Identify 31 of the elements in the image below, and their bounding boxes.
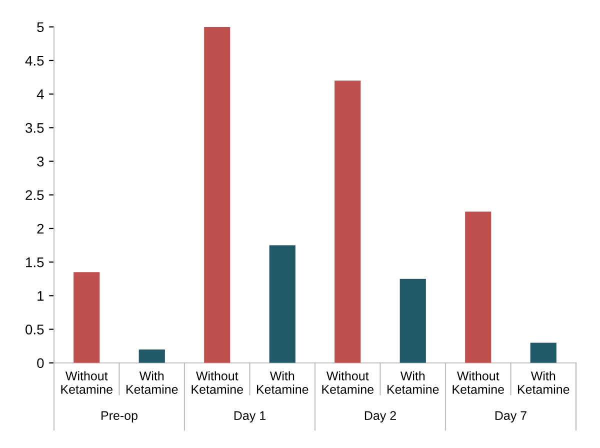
x-tick-label: With Ketamine: [388, 371, 439, 394]
bar: [269, 245, 296, 363]
y-tick-label: 3: [37, 156, 44, 166]
y-tick-label: 0: [37, 358, 44, 368]
bar: [465, 212, 492, 363]
x-tick-label: With Ketamine: [257, 371, 308, 394]
y-tick-label: 2: [37, 224, 44, 234]
y-tick-label: 1.5: [26, 258, 44, 268]
bar: [204, 26, 230, 363]
bar: [400, 278, 426, 363]
x-tick-label: With Ketamine: [518, 371, 570, 394]
y-tick-label: 0.5: [26, 324, 44, 334]
bar: [530, 342, 556, 363]
x-tick-label: Without Ketamine: [61, 371, 112, 394]
y-tick-label: 5: [37, 22, 44, 32]
x-tick-label: Without Ketamine: [322, 371, 374, 394]
y-tick-label: 4.5: [25, 56, 44, 66]
y-tick-label: 2.5: [26, 190, 44, 200]
y-tick-label: 4: [36, 90, 44, 100]
bar: [74, 272, 100, 363]
y-tick-label: 3.5: [26, 123, 44, 133]
bar: [138, 349, 165, 363]
x-tick-label: Without Ketamine: [452, 371, 504, 394]
bar: [334, 80, 361, 363]
text: Day 1: [234, 411, 266, 422]
x-tick-label: With Ketamine: [126, 371, 178, 394]
y-tick-label: 1: [38, 291, 44, 301]
x-tick-label: Without Ketamine: [192, 371, 243, 394]
text: Day 7: [495, 411, 526, 422]
text: Pre-op: [102, 411, 138, 422]
text: Day 2: [364, 411, 396, 422]
